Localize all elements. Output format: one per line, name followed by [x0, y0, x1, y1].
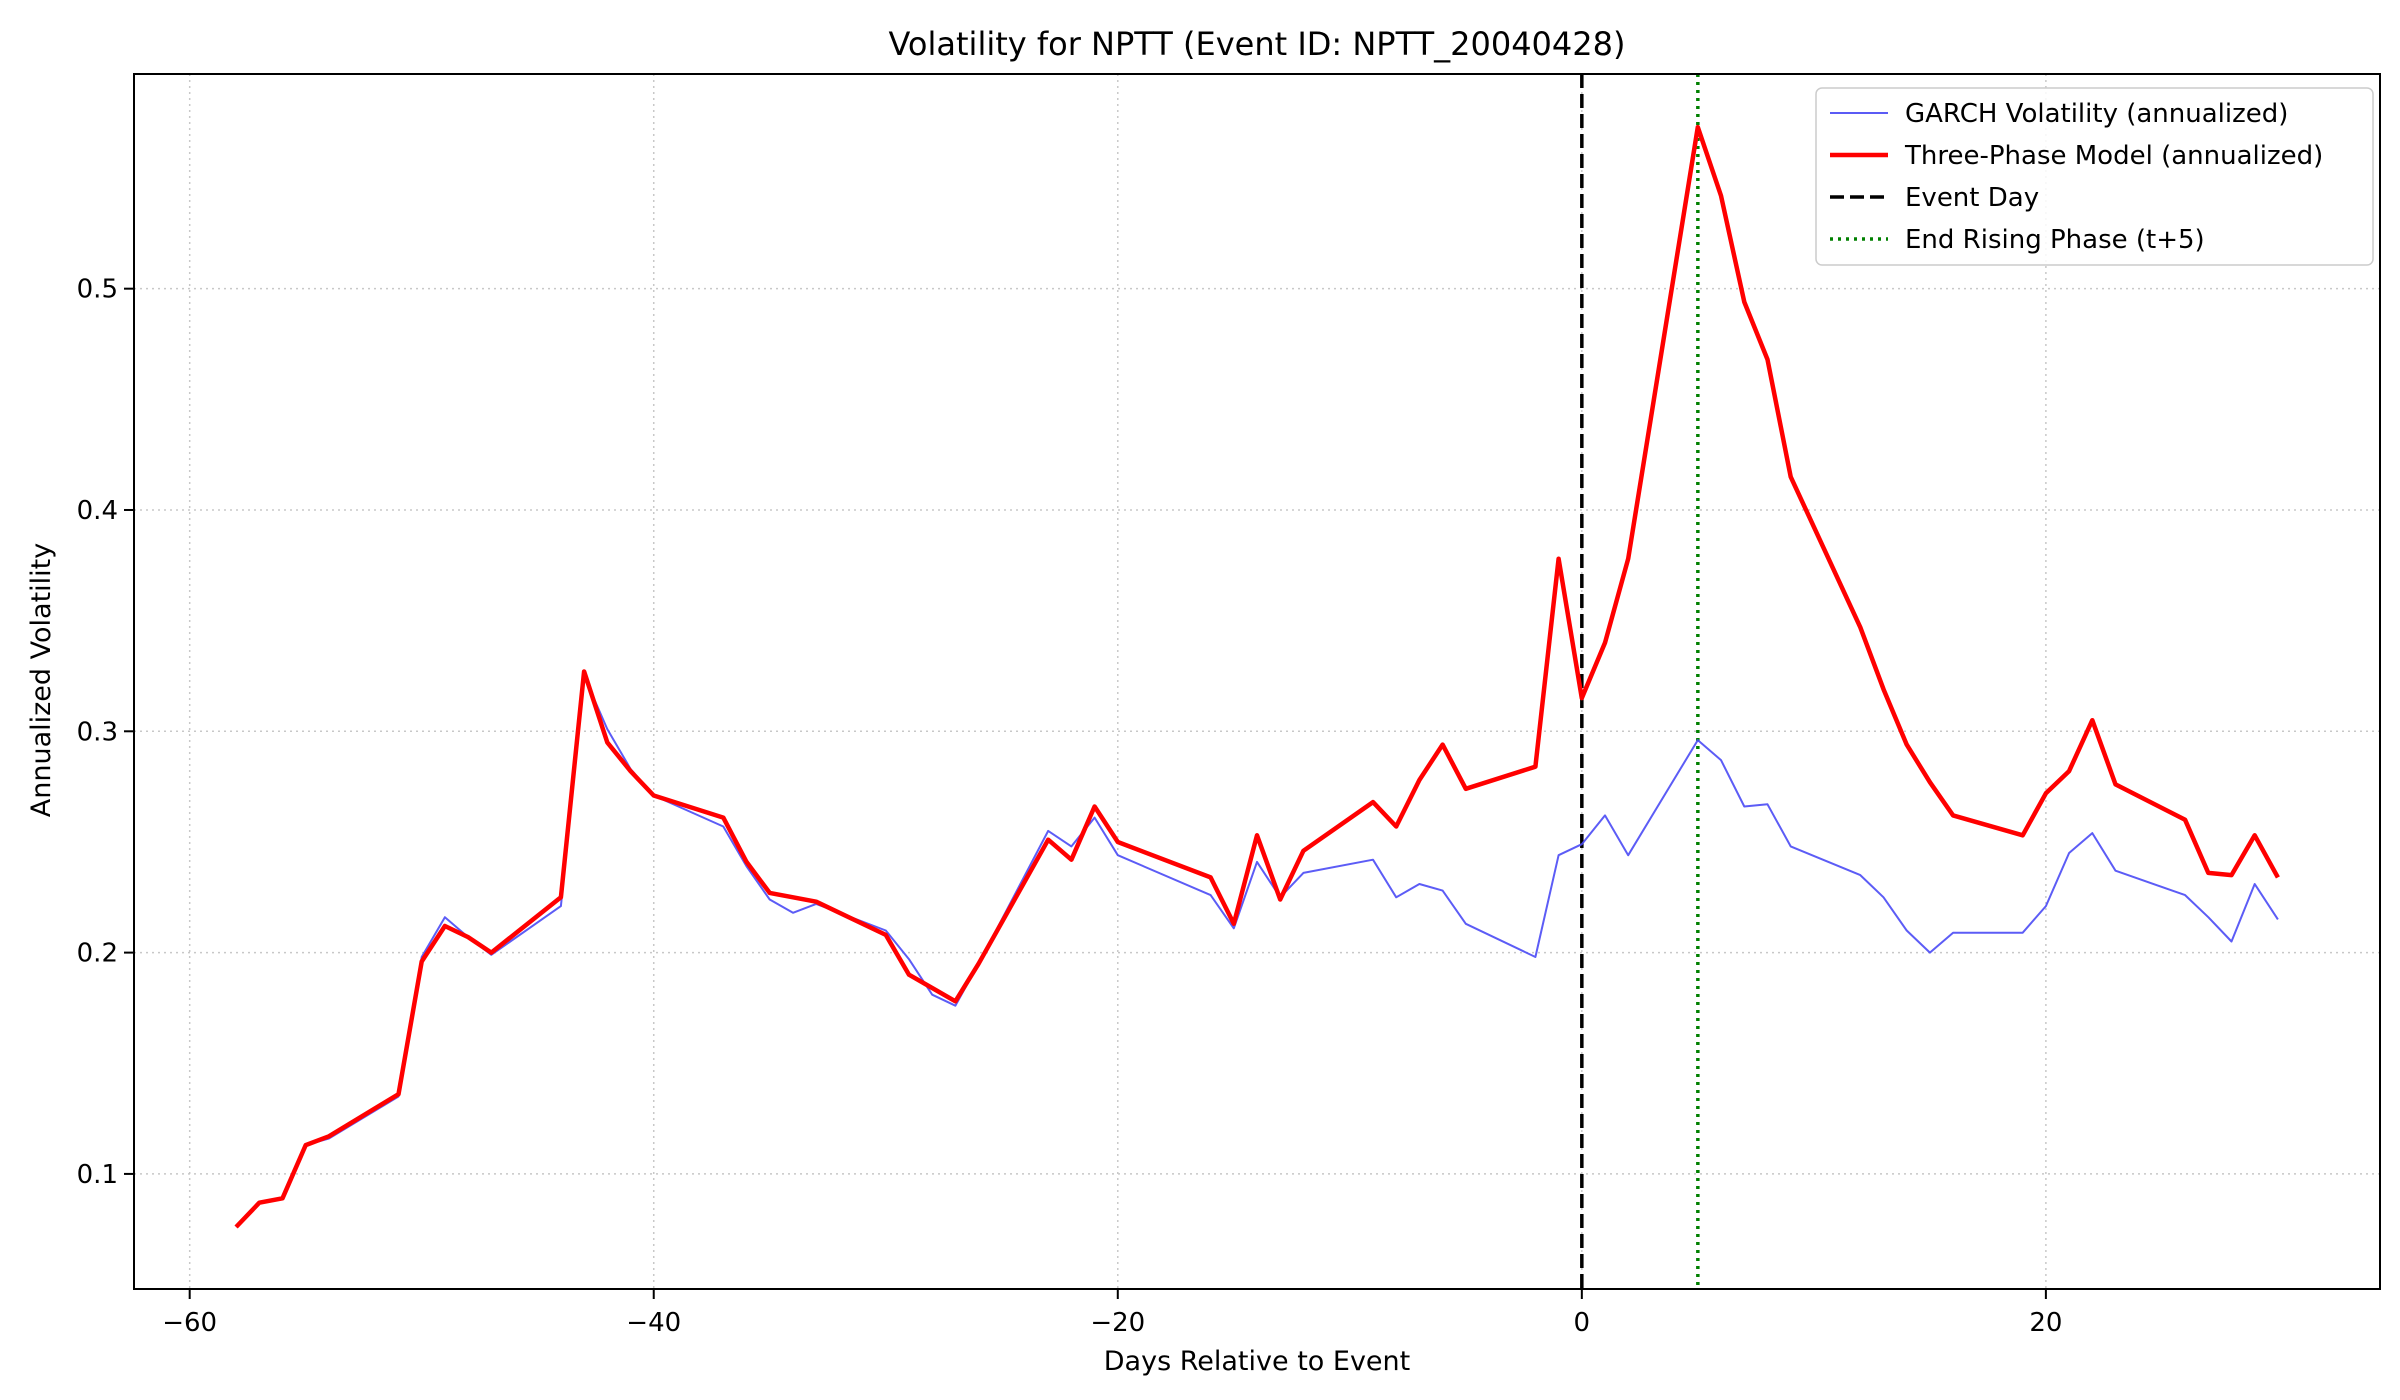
y-tick-label: 0.5	[77, 275, 118, 305]
three-phase-model-line	[234, 124, 2280, 1229]
y-tick-label: 0.1	[77, 1160, 118, 1190]
x-tick-label: 20	[2029, 1308, 2062, 1338]
x-tick-label: −40	[626, 1308, 681, 1338]
legend-label-event-day: Event Day	[1905, 183, 2039, 213]
y-tick-label: 0.2	[77, 939, 118, 969]
legend: GARCH Volatility (annualized) Three-Phase…	[1815, 87, 2374, 266]
chart-title: Volatility for NPTT (Event ID: NPTT_2004…	[889, 25, 1626, 63]
x-axis-label: Days Relative to Event	[1104, 1346, 1410, 1377]
x-tick-label: −20	[1090, 1308, 1145, 1338]
legend-label-end-rising-phase: End Rising Phase (t+5)	[1905, 225, 2205, 255]
series-lines	[234, 124, 2280, 1229]
legend-label-garch: GARCH Volatility (annualized)	[1905, 99, 2288, 129]
reference-lines	[1580, 74, 1700, 1289]
x-axis-ticks: −60 −40 −20 0 20	[162, 1289, 2062, 1338]
y-axis-label: Annualized Volatility	[26, 543, 57, 817]
legend-box	[1815, 87, 2374, 266]
y-tick-label: 0.3	[77, 717, 118, 747]
x-tick-label: −60	[162, 1308, 217, 1338]
x-tick-label: 0	[1574, 1308, 1591, 1338]
y-axis-ticks: 0.1 0.2 0.3 0.4 0.5	[77, 275, 134, 1190]
legend-label-three-phase: Three-Phase Model (annualized)	[1904, 141, 2323, 171]
y-tick-label: 0.4	[77, 496, 118, 526]
plot-frame	[133, 73, 2381, 1290]
